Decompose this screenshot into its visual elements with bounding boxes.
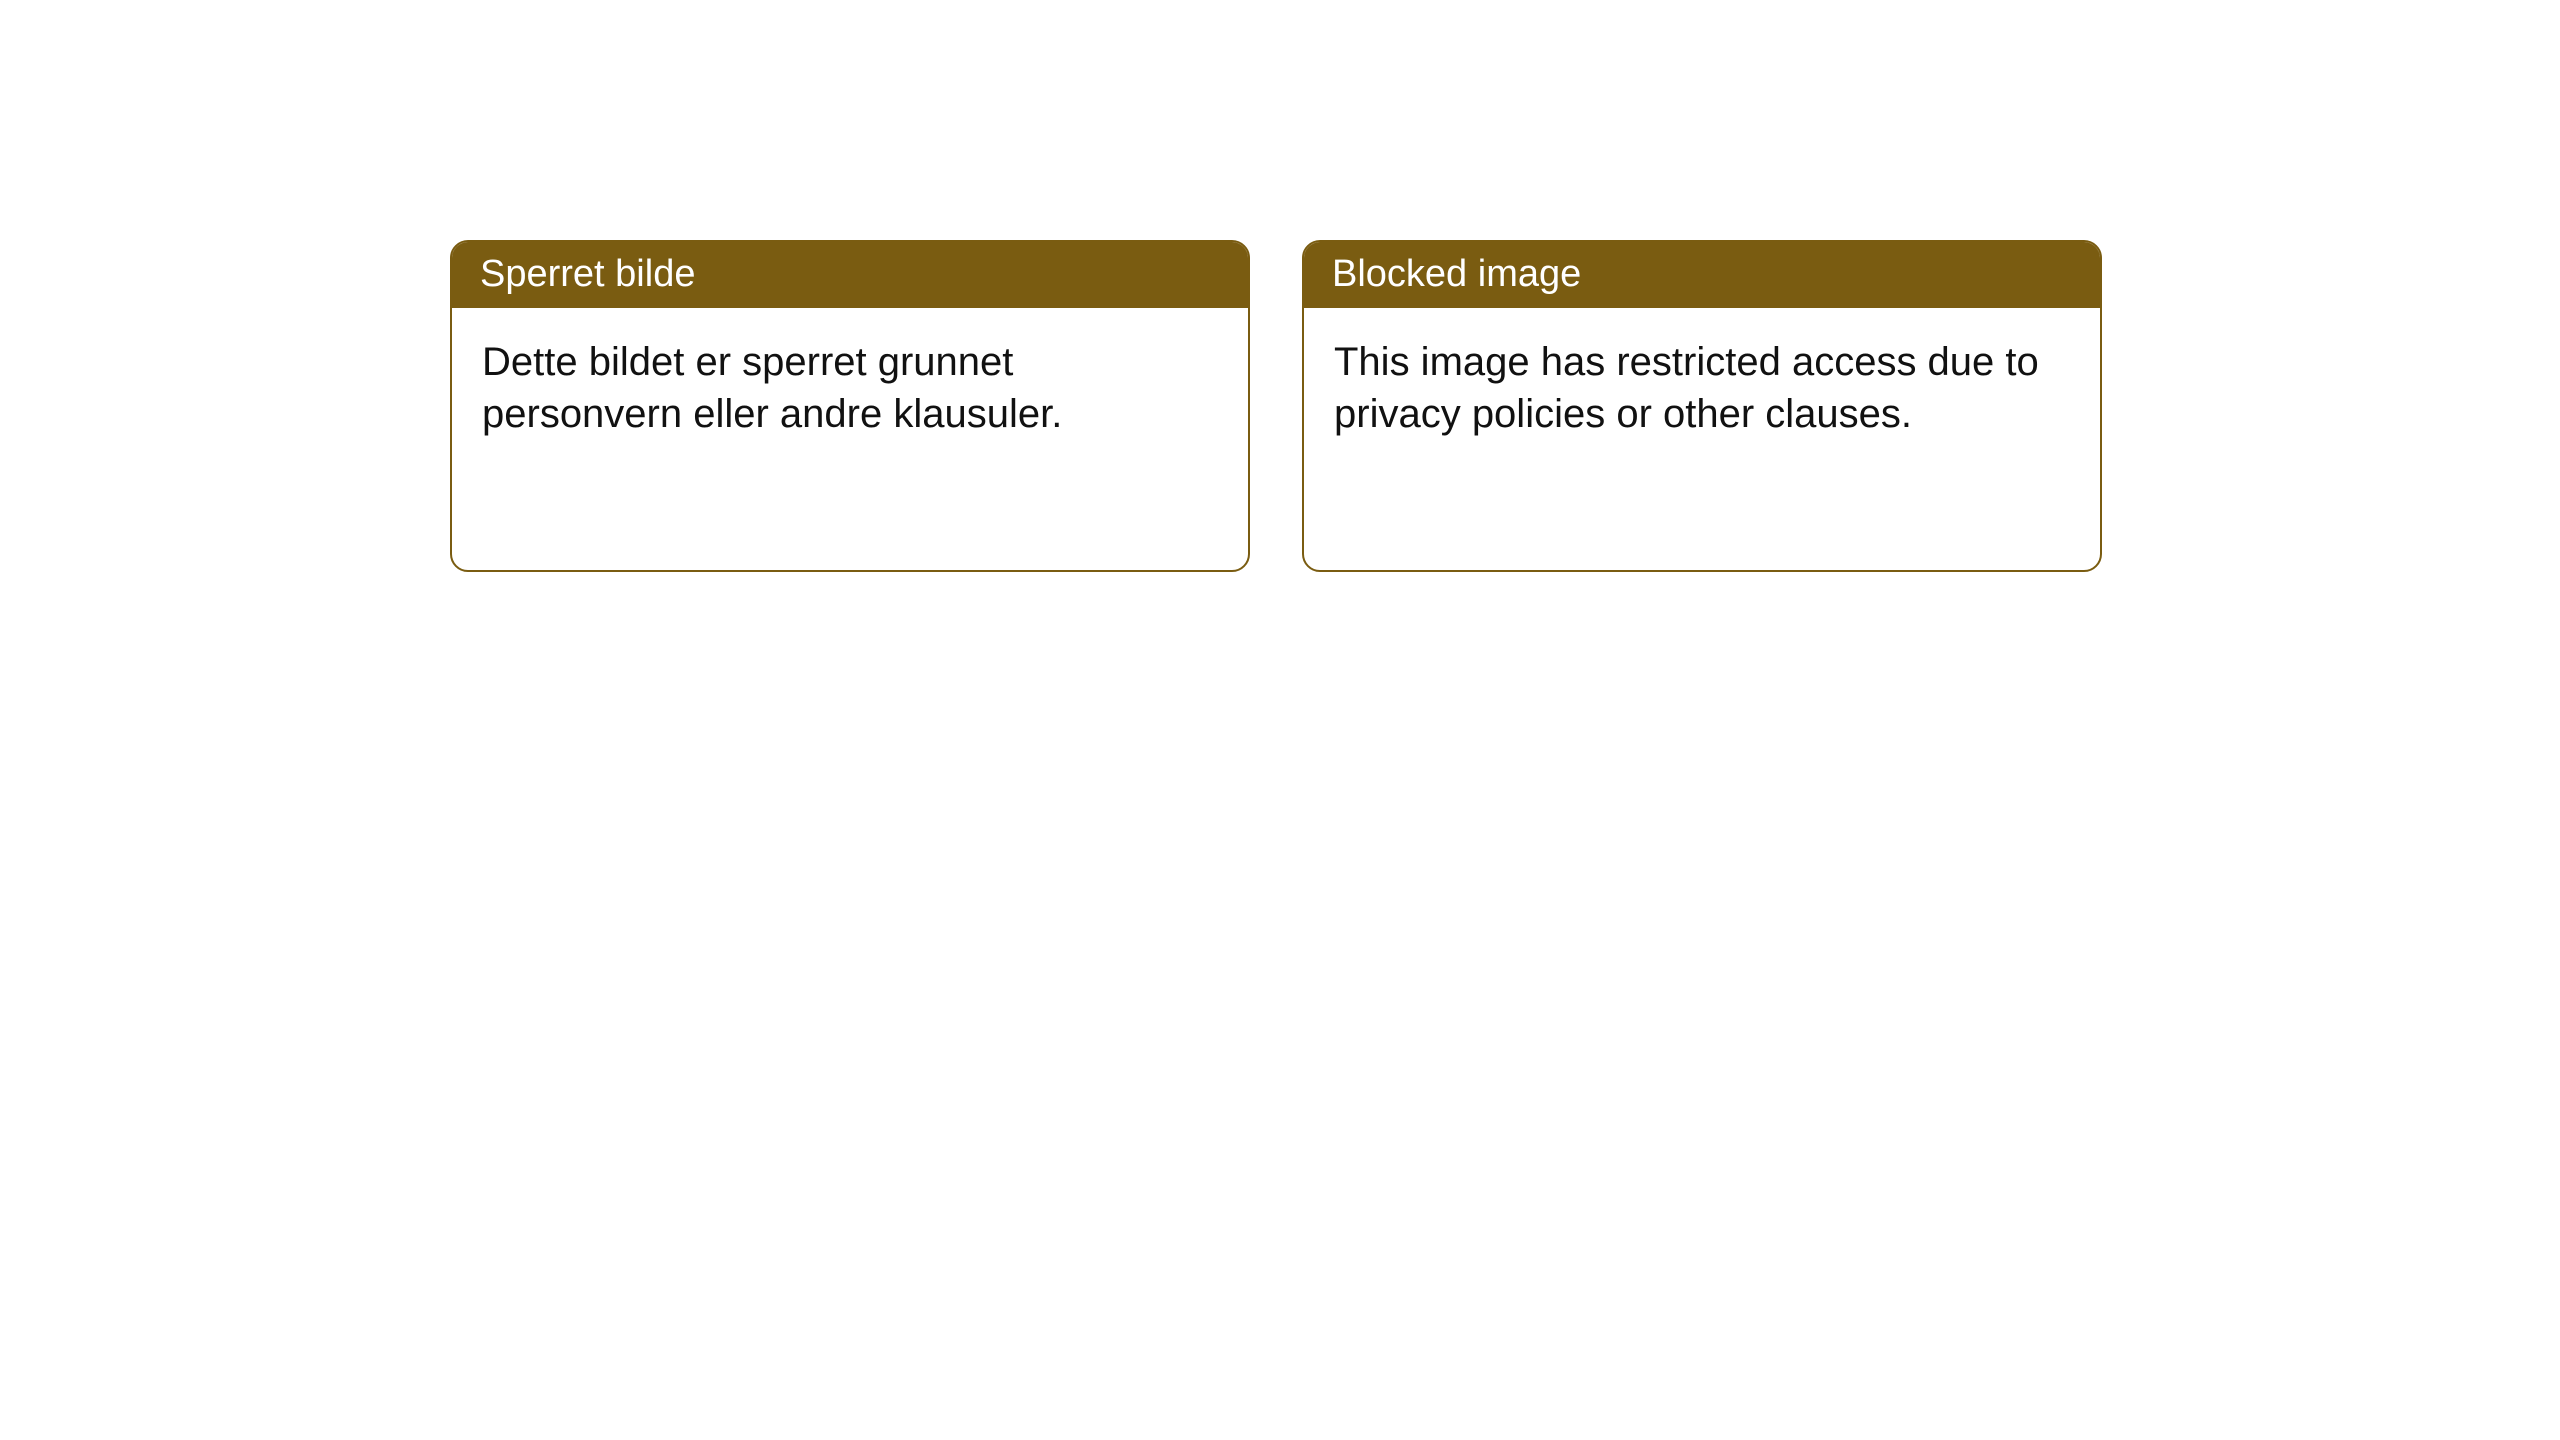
notice-container: Sperret bilde Dette bildet er sperret gr… [450,240,2102,572]
notice-card-english: Blocked image This image has restricted … [1302,240,2102,572]
notice-title: Blocked image [1332,253,1581,295]
notice-card-body: Dette bildet er sperret grunnet personve… [452,308,1248,468]
notice-body-text: Dette bildet er sperret grunnet personve… [482,340,1062,436]
notice-card-header: Blocked image [1304,242,2100,308]
notice-body-text: This image has restricted access due to … [1334,340,2039,436]
notice-card-norwegian: Sperret bilde Dette bildet er sperret gr… [450,240,1250,572]
notice-card-body: This image has restricted access due to … [1304,308,2100,468]
notice-title: Sperret bilde [480,253,695,295]
notice-card-header: Sperret bilde [452,242,1248,308]
